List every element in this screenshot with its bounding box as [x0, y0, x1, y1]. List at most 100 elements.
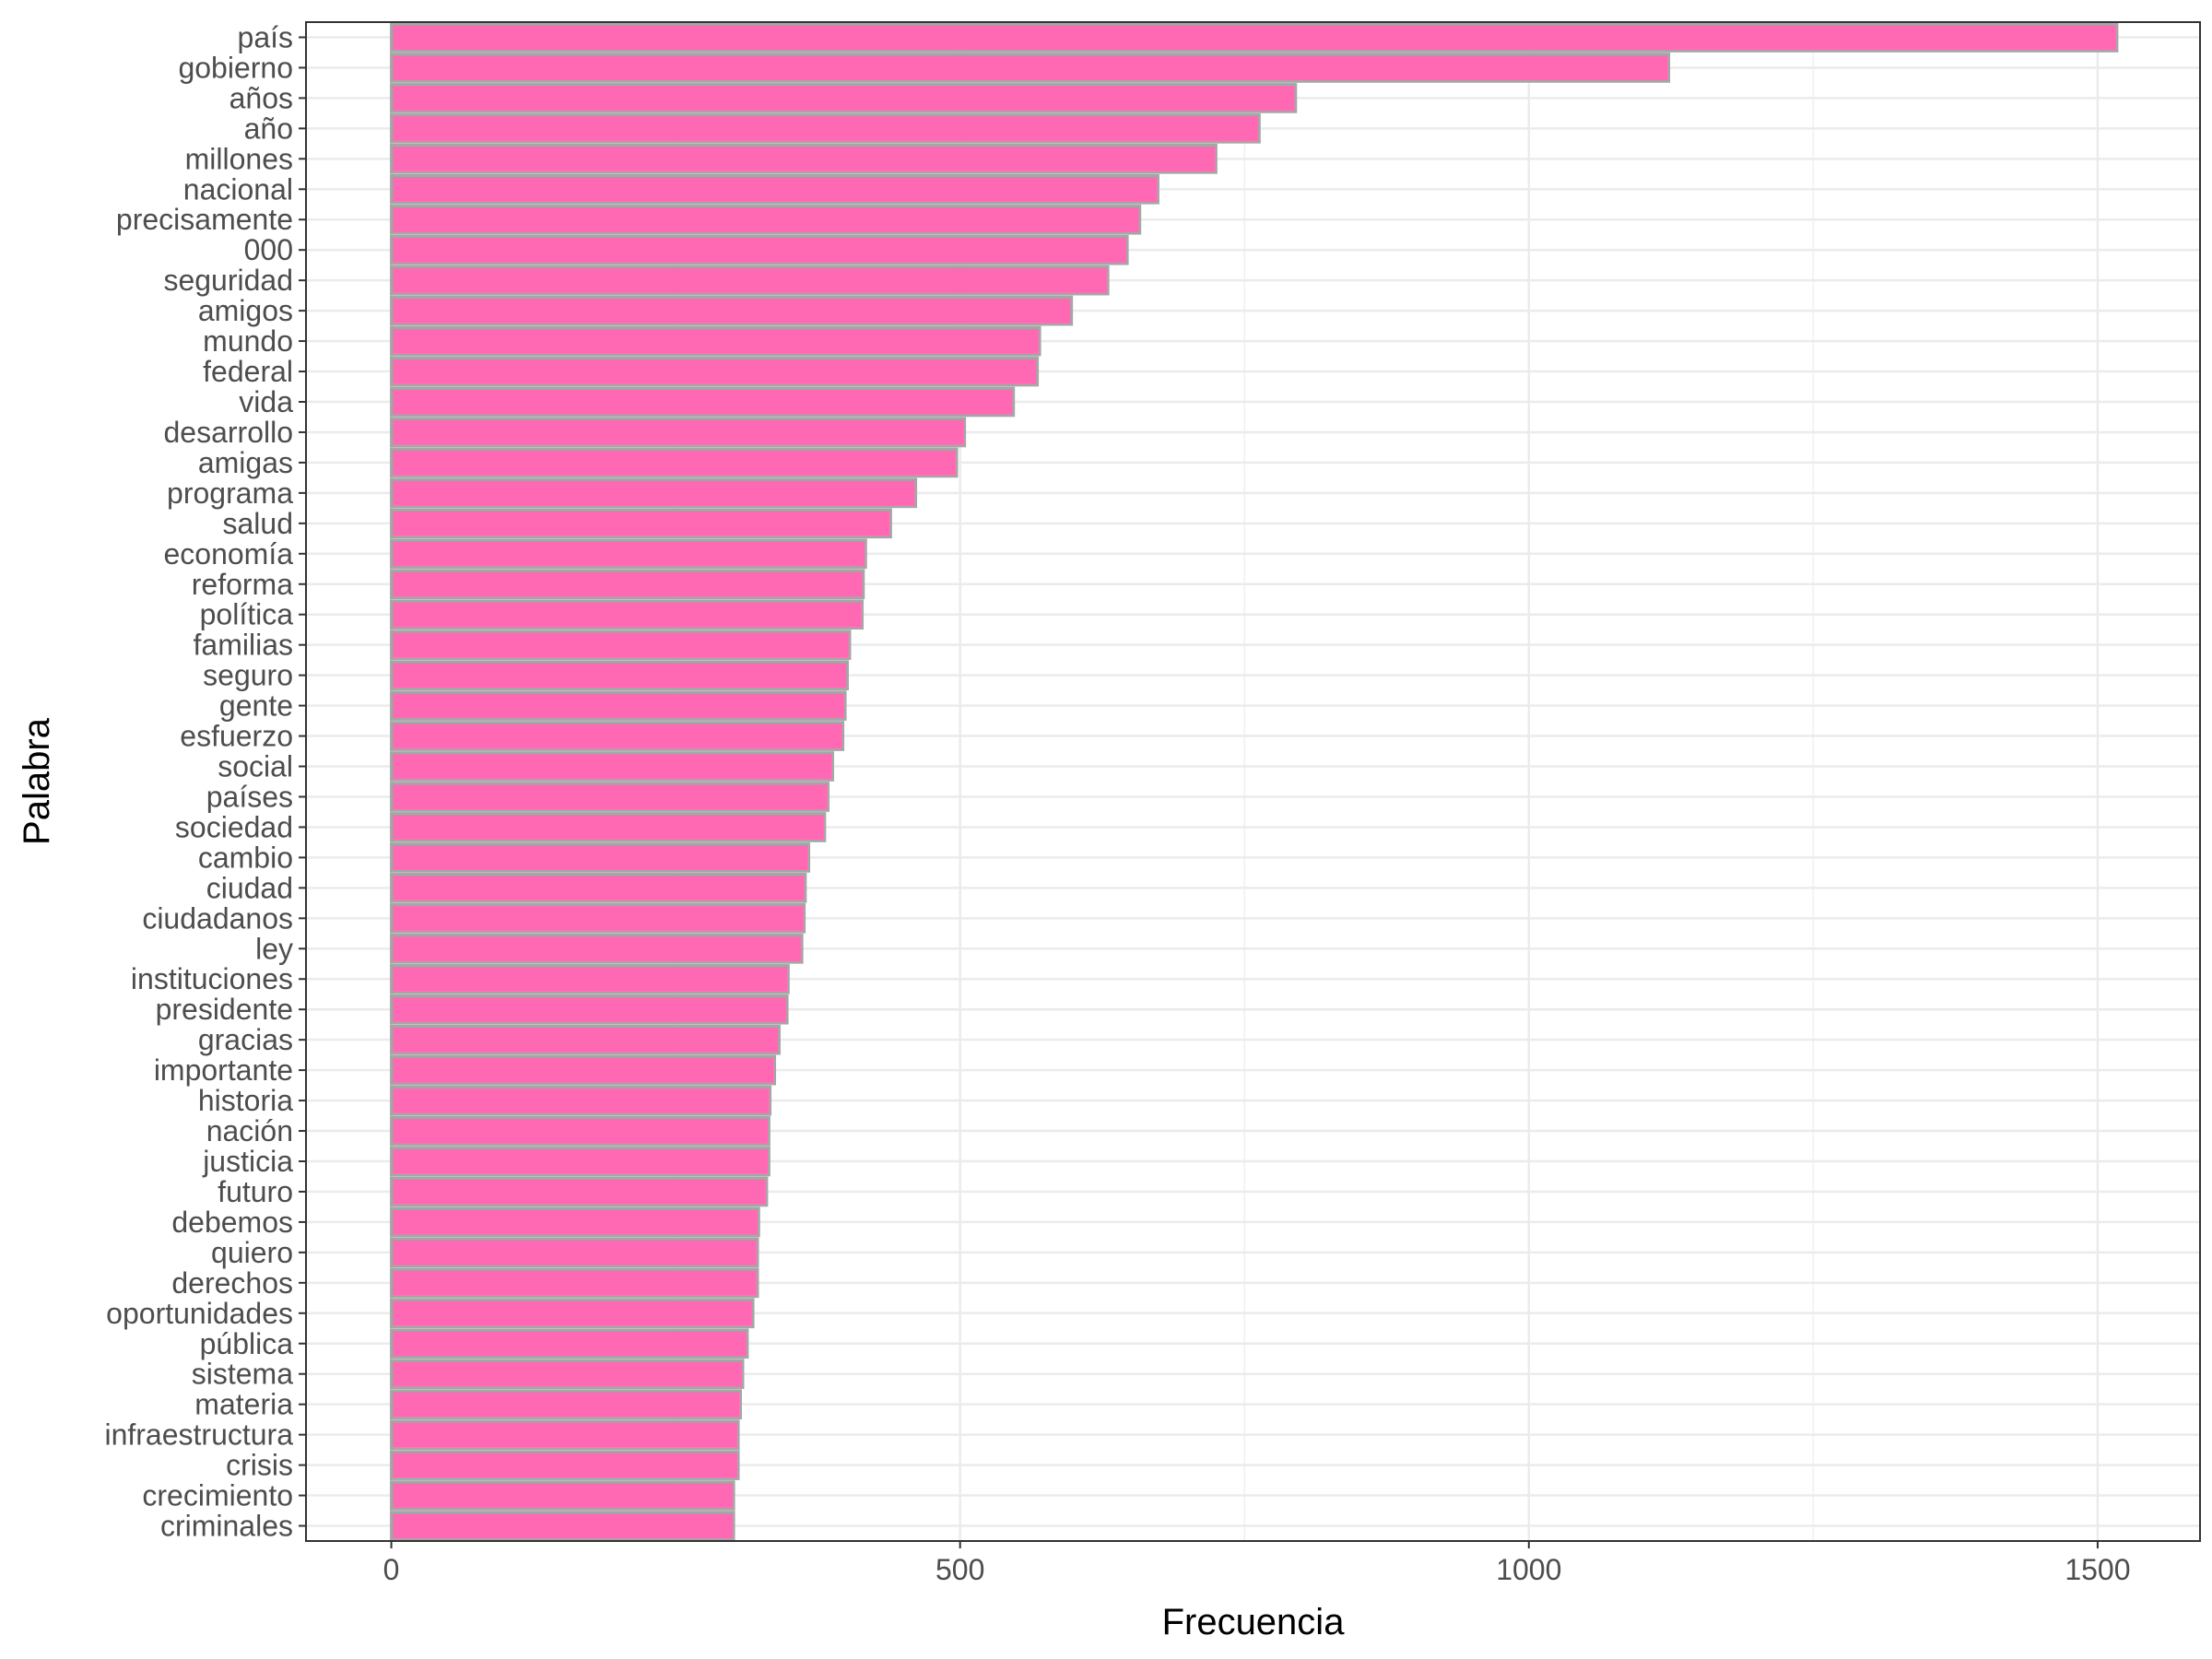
bar-17 [390, 538, 867, 570]
bar-32 [390, 994, 789, 1025]
bar-4 [390, 143, 1218, 174]
y-tick-label: derechos [171, 1266, 293, 1300]
x-axis-title: Frecuencia [1162, 1602, 1346, 1642]
y-tick-label: materia [194, 1388, 293, 1421]
y-tick-label: salud [223, 507, 294, 540]
y-tick-label: reforma [192, 568, 293, 601]
y-tick-label: gracias [198, 1023, 293, 1056]
bar-18 [390, 569, 865, 600]
y-tick-label: años [229, 81, 293, 114]
bar-2 [390, 83, 1298, 113]
y-tick-label: crecimiento [142, 1479, 293, 1512]
bar-8 [390, 265, 1110, 296]
y-tick-label: historia [198, 1084, 293, 1117]
bar-48 [390, 1480, 735, 1511]
y-tick-label: esfuerzo [180, 720, 293, 753]
panel-border [305, 21, 2201, 1542]
bar-33 [390, 1024, 781, 1055]
y-tick-label: seguro [203, 659, 293, 692]
bar-21 [390, 660, 849, 690]
x-tick-label: 500 [935, 1553, 984, 1586]
y-axis: paísgobiernoañosañomillonesnacionalpreci… [104, 20, 306, 1543]
y-tick-label: mundo [203, 324, 293, 358]
bar-27 [390, 842, 811, 873]
bar-23 [390, 721, 845, 751]
y-tick-label: federal [203, 355, 293, 388]
y-tick-label: ciudad [206, 871, 293, 904]
bar-42 [390, 1298, 755, 1329]
y-tick-label: país [238, 20, 293, 53]
bar-0 [390, 22, 2119, 53]
y-tick-label: futuro [218, 1175, 293, 1208]
y-tick-label: sociedad [175, 810, 293, 843]
y-tick-label: gobierno [178, 51, 293, 84]
bar-10 [390, 325, 1041, 357]
bar-34 [390, 1054, 777, 1086]
y-tick-label: ley [255, 932, 293, 965]
bar-16 [390, 508, 892, 539]
y-tick-label: debemos [171, 1206, 293, 1239]
y-tick-label: economía [163, 537, 293, 571]
bar-38 [390, 1176, 769, 1207]
y-tick-label: instituciones [131, 962, 293, 995]
bar-11 [390, 356, 1040, 387]
y-tick-label: nación [206, 1114, 293, 1147]
x-axis: 0 500 1000 1500 [383, 1541, 2131, 1586]
bar-44 [390, 1359, 745, 1390]
bar-43 [390, 1328, 749, 1359]
bar-31 [390, 963, 790, 994]
bar-15 [390, 477, 918, 509]
bar-35 [390, 1085, 772, 1116]
bar-5 [390, 173, 1159, 205]
y-tick-label: precisamente [116, 203, 293, 236]
bar-28 [390, 873, 807, 903]
bar-13 [390, 417, 967, 448]
y-tick-label: gente [219, 689, 293, 723]
y-tick-label: nacional [183, 172, 293, 206]
bar-1 [390, 53, 1671, 83]
y-tick-label: programa [167, 477, 293, 510]
x-tick-label: 0 [383, 1553, 400, 1586]
y-tick-label: desarrollo [163, 416, 293, 449]
bar-29 [390, 902, 806, 934]
y-tick-label: año [244, 112, 293, 145]
y-tick-label: crisis [226, 1449, 293, 1482]
y-tick-label: millones [185, 142, 293, 175]
y-tick-label: criminales [160, 1510, 293, 1543]
y-tick-label: quiero [211, 1236, 293, 1269]
bar-12 [390, 386, 1016, 418]
y-tick-label: infraestructura [104, 1418, 293, 1452]
y-axis-title: Palabra [17, 717, 57, 845]
bar-45 [390, 1389, 742, 1420]
bar-24 [390, 751, 834, 782]
bars [390, 22, 2119, 1541]
bar-7 [390, 234, 1129, 265]
y-tick-label: países [206, 780, 293, 813]
bar-30 [390, 933, 804, 964]
bar-14 [390, 447, 959, 478]
y-tick-label: justicia [202, 1145, 293, 1178]
bar-49 [390, 1511, 735, 1541]
y-tick-label: política [200, 598, 294, 631]
bar-20 [390, 629, 852, 661]
y-tick-label: ciudadanos [142, 901, 293, 935]
y-tick-label: oportunidades [106, 1297, 293, 1330]
bar-26 [390, 812, 827, 842]
bar-46 [390, 1419, 740, 1450]
y-tick-label: social [218, 750, 293, 783]
bar-40 [390, 1237, 759, 1268]
bar-25 [390, 782, 830, 812]
y-tick-label: familias [194, 629, 293, 662]
bar-3 [390, 113, 1261, 144]
bar-41 [390, 1267, 759, 1299]
y-tick-label: presidente [156, 993, 293, 1026]
x-tick-label: 1000 [1496, 1553, 1561, 1586]
y-tick-label: cambio [198, 841, 293, 874]
bar-19 [390, 599, 865, 630]
y-tick-label: pública [200, 1327, 294, 1360]
y-tick-label: 000 [244, 233, 293, 266]
y-tick-label: amigos [198, 294, 293, 327]
bar-37 [390, 1146, 771, 1177]
x-tick-label: 1500 [2065, 1553, 2130, 1586]
